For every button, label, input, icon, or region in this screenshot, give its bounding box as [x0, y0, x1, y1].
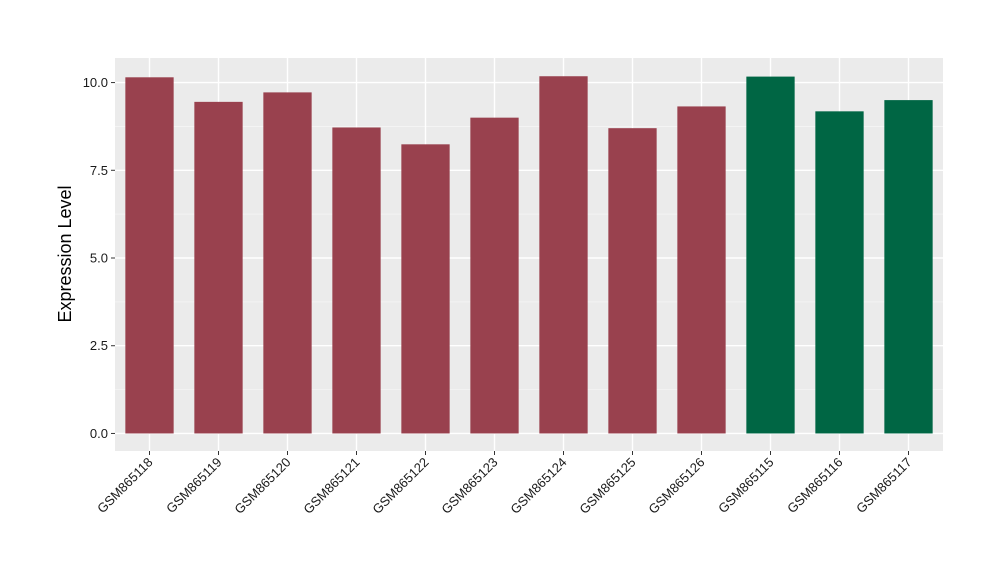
y-tick-label: 2.5	[90, 338, 108, 353]
x-tick-label: GSM865120	[231, 455, 293, 517]
plot-panel	[115, 58, 943, 451]
x-tick-label: GSM865121	[300, 455, 362, 517]
x-tick-label: GSM865123	[438, 455, 500, 517]
bar-GSM865119	[194, 101, 243, 434]
x-tick-label: GSM865117	[853, 455, 915, 517]
y-tick-label: 0.0	[90, 426, 108, 441]
bar-GSM865126	[677, 106, 726, 434]
bars	[125, 76, 933, 434]
y-tick-label: 5.0	[90, 251, 108, 266]
x-tick-label: GSM865122	[369, 455, 431, 517]
bar-GSM865118	[125, 77, 174, 434]
bar-GSM865121	[332, 127, 381, 434]
bar-GSM865125	[608, 128, 657, 434]
bar-GSM865117	[884, 100, 933, 434]
y-tick-label: 10.0	[83, 75, 108, 90]
x-tick-label: GSM865126	[645, 455, 707, 517]
x-tick-label: GSM865115	[715, 455, 777, 517]
bar-GSM865122	[401, 144, 450, 434]
x-tick-label: GSM865125	[576, 455, 638, 517]
bar-GSM865115	[746, 76, 795, 434]
y-tick-label: 7.5	[90, 163, 108, 178]
bar-GSM865120	[263, 92, 312, 434]
bar-GSM865116	[815, 111, 864, 434]
x-tick-label: GSM865118	[94, 455, 156, 517]
x-tick-label: GSM865124	[507, 455, 569, 517]
y-axis-title: Expression Level	[55, 185, 75, 322]
bar-GSM865124	[539, 76, 588, 434]
x-tick-label: GSM865119	[163, 455, 225, 517]
bar-GSM865123	[470, 117, 519, 434]
x-tick-label: GSM865116	[784, 455, 846, 517]
